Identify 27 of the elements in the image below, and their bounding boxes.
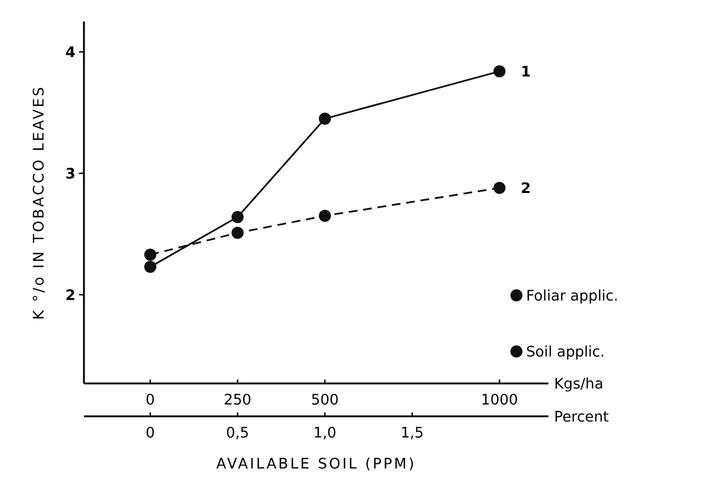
legend-label: Foliar applic. bbox=[526, 288, 618, 304]
point bbox=[232, 226, 244, 239]
x2-tick-label: 0,5 bbox=[226, 426, 250, 442]
point bbox=[232, 211, 244, 224]
point bbox=[144, 260, 156, 273]
text: Kgs/ha bbox=[554, 376, 604, 392]
x-tick-label: 500 bbox=[311, 392, 339, 409]
x2-tick-label: 0 bbox=[146, 426, 155, 442]
point bbox=[144, 248, 156, 261]
point bbox=[318, 112, 331, 125]
y-tick-label: 2 bbox=[65, 288, 76, 304]
y-tick-label: 4 bbox=[65, 44, 76, 61]
legend-label: Soil applic. bbox=[526, 344, 605, 361]
y-axis-title: K °/o IN TOBACCO LEAVES bbox=[31, 85, 48, 320]
point bbox=[318, 210, 331, 222]
annotation: 2 bbox=[520, 180, 531, 197]
x-tick-label: 0 bbox=[146, 392, 155, 409]
point bbox=[493, 65, 506, 78]
point bbox=[493, 182, 506, 194]
x2-tick-label: 1,0 bbox=[313, 426, 336, 442]
annotation: 1 bbox=[520, 64, 531, 80]
x-tick-label: 1000 bbox=[481, 392, 518, 409]
x-tick-label: 250 bbox=[224, 392, 252, 409]
x2-tick-label: 1,5 bbox=[400, 426, 424, 442]
x2-axis-title: Percent bbox=[554, 409, 610, 426]
x-axis-title: AVAILABLE SOIL (PPM) bbox=[216, 456, 416, 473]
y-tick-label: 3 bbox=[65, 166, 76, 182]
